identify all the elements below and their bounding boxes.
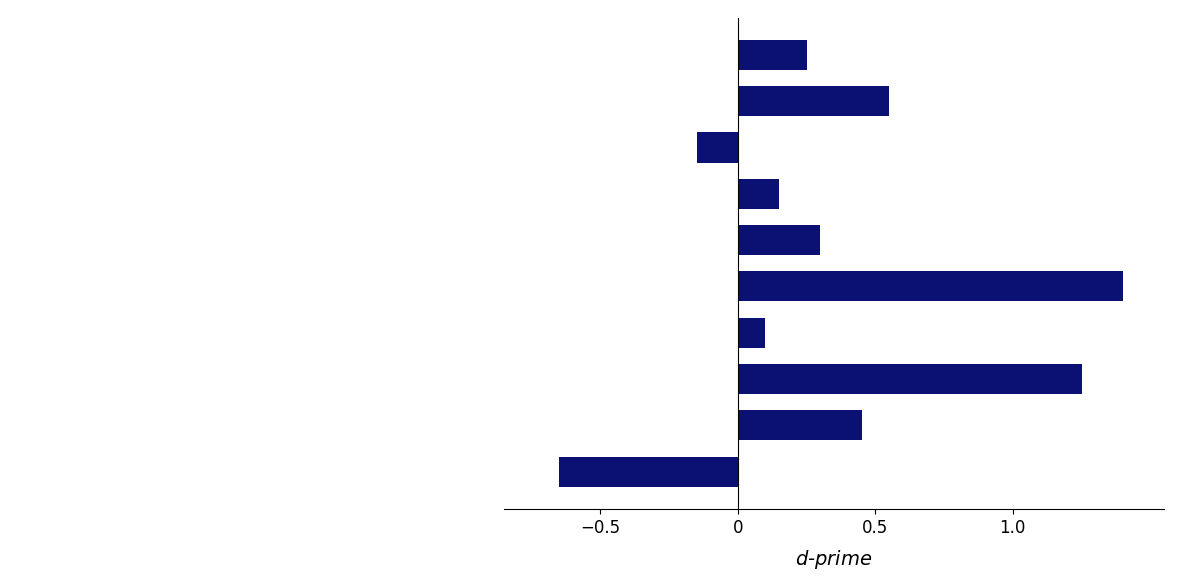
Bar bbox=[738, 364, 1081, 394]
Bar bbox=[738, 318, 766, 347]
Bar bbox=[738, 179, 779, 209]
Bar bbox=[738, 271, 1123, 301]
Bar bbox=[738, 40, 806, 70]
Bar bbox=[738, 225, 821, 255]
Bar bbox=[559, 456, 738, 487]
X-axis label: $d$-prime: $d$-prime bbox=[796, 548, 872, 571]
Bar bbox=[738, 86, 889, 116]
Bar bbox=[738, 410, 862, 441]
Bar bbox=[696, 132, 738, 163]
